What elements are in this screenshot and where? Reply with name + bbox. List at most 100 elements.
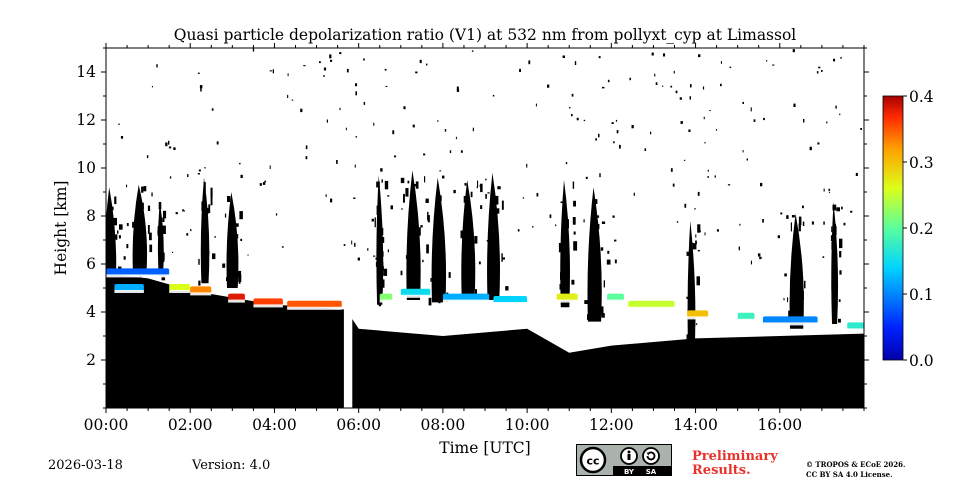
noise-speckle [759, 256, 762, 260]
copyright-notice: © TROPOS & ECoE 2026. CC BY SA 4.0 Licen… [806, 460, 905, 480]
noise-speckle [444, 129, 447, 132]
signal-speckle [603, 280, 605, 288]
noise-speckle [240, 174, 243, 178]
signal-speckle [149, 232, 152, 241]
noise-speckle [385, 85, 388, 87]
noise-speckle [519, 68, 521, 72]
signal-speckle [690, 242, 694, 245]
noise-speckle [855, 172, 858, 176]
signal-speckle [158, 228, 161, 238]
signal-speckle [437, 238, 440, 246]
noise-speckle [602, 86, 605, 89]
signal-speckle [107, 212, 110, 219]
noise-speckle [772, 64, 775, 66]
depol-patch-edge [400, 294, 431, 298]
noise-speckle [204, 167, 206, 169]
signal-speckle [691, 318, 696, 327]
noise-speckle [291, 99, 294, 101]
noise-speckle [240, 238, 243, 241]
depol-patch-edge [607, 299, 624, 303]
cc-license-badge[interactable]: cc BY SA [576, 444, 672, 476]
copyright-line-1: © TROPOS & ECoE 2026. [806, 460, 906, 469]
signal-speckle [114, 196, 117, 205]
noise-speckle [629, 77, 631, 81]
noise-speckle [707, 176, 709, 178]
signal-speckle [696, 323, 698, 326]
noise-speckle [354, 242, 356, 247]
noise-speckle [275, 213, 278, 216]
signal-speckle [838, 299, 841, 302]
noise-speckle [695, 234, 697, 238]
noise-speckle [281, 246, 284, 248]
noise-speckle [200, 87, 202, 92]
noise-speckle [729, 66, 732, 68]
noise-speckle [528, 60, 531, 65]
signal-speckle [460, 230, 463, 239]
x-tick-label: 10:00 [505, 416, 550, 434]
signal-speckle [158, 202, 162, 210]
depol-patch [114, 284, 144, 291]
signal-speckle [463, 196, 468, 203]
noise-speckle [165, 142, 168, 147]
depol-patch [493, 296, 528, 303]
noise-speckle [175, 212, 178, 215]
signal-speckle [147, 225, 150, 234]
x-axis: 00:00 02:00 04:00 06:00 08:00 10:00 12:00 14:00… [84, 43, 865, 434]
signal-speckle [381, 237, 385, 243]
signal-speckle [411, 220, 414, 223]
noise-speckle [697, 249, 700, 252]
signal-speckle [834, 282, 838, 290]
signal-speckle [485, 194, 487, 199]
y-tick-label: 10 [76, 159, 96, 177]
noise-speckle [684, 203, 687, 208]
noise-speckle [694, 208, 696, 210]
noise-speckle [670, 85, 673, 88]
signal-speckle [600, 306, 604, 315]
signal-speckle [560, 272, 562, 280]
noise-speckle [422, 259, 424, 263]
signal-speckle [495, 195, 499, 205]
signal-speckle [144, 256, 147, 265]
noise-speckle [750, 260, 752, 265]
signal-speckle [832, 204, 837, 211]
noise-speckle [269, 70, 272, 72]
date-label: 2026-03-18 [48, 458, 123, 473]
signal-speckle [417, 282, 420, 286]
noise-speckle [823, 221, 825, 225]
noise-speckle [323, 75, 325, 77]
signal-speckle [205, 207, 209, 215]
by-attribution-icon [620, 447, 638, 465]
noise-speckle [833, 58, 836, 62]
depol-patch-edge [442, 299, 490, 303]
noise-speckle [120, 136, 124, 139]
signal-speckle [784, 273, 787, 277]
signal-speckle [839, 270, 842, 275]
noise-speckle [353, 197, 356, 199]
signal-speckle [132, 221, 136, 228]
signal-column [789, 213, 804, 329]
signal-speckle [413, 184, 417, 187]
signal-speckle [692, 300, 695, 305]
noise-speckle [239, 162, 241, 165]
signal-speckle [428, 297, 432, 306]
noise-speckle [598, 56, 601, 59]
noise-speckle [595, 138, 597, 141]
signal-speckle [163, 210, 167, 219]
signal-speckle [839, 238, 843, 249]
noise-speckle [355, 136, 358, 138]
depol-patch [228, 293, 245, 301]
noise-speckle [187, 174, 189, 177]
noise-speckle [834, 223, 836, 227]
signal-speckle [111, 206, 114, 211]
signal-speckle [501, 257, 505, 260]
signal-speckle [113, 217, 117, 226]
x-tick-label: 14:00 [673, 416, 718, 434]
signal-speckle [383, 268, 388, 276]
noise-speckle [585, 176, 588, 179]
noise-speckle [651, 52, 654, 56]
signal-speckle [688, 257, 692, 267]
noise-speckle [355, 83, 358, 87]
x-tick-label: 06:00 [336, 416, 381, 434]
signal-speckle [790, 222, 792, 232]
signal-speckle [118, 266, 122, 270]
